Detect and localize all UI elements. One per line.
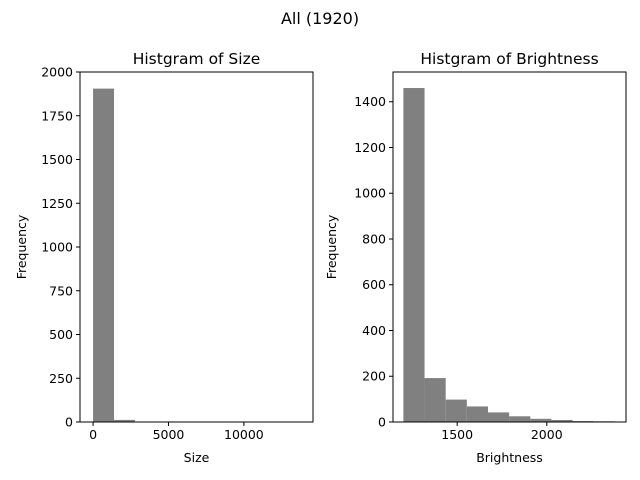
y-tick-label: 200 — [362, 369, 386, 384]
histogram-bar — [445, 399, 467, 422]
x-axis-label: Brightness — [476, 450, 543, 465]
x-tick-label: 10000 — [224, 427, 264, 442]
histogram-bar — [487, 412, 510, 422]
y-tick-label: 1200 — [354, 140, 386, 155]
histogram-bar — [551, 419, 573, 422]
histogram-bar — [114, 419, 135, 422]
brightness-histogram-panel: 1500 2000 0 200 400 600 800 1000 1200 1400 Histgra… — [324, 50, 627, 465]
figure-suptitle: All (1920) — [281, 9, 359, 28]
axes-frame — [392, 71, 627, 423]
chart-title: Histgram of Brightness — [420, 50, 598, 68]
y-tick-label: 0 — [378, 415, 386, 430]
histogram-bar — [424, 378, 446, 422]
histogram-bar — [530, 418, 552, 422]
x-tick-label: 2000 — [531, 427, 563, 442]
y-tick-label: 1750 — [41, 108, 73, 123]
y-tick-label: 400 — [362, 323, 386, 338]
y-tick-label: 250 — [49, 371, 73, 386]
histogram-bar — [466, 406, 488, 422]
y-axis-label: Frequency — [14, 214, 29, 279]
y-tick-label: 1250 — [41, 196, 73, 211]
x-tick-label: 5000 — [153, 427, 185, 442]
y-tick-label: 800 — [362, 231, 386, 246]
y-axis-label: Frequency — [324, 214, 339, 279]
y-tick-label: 1000 — [41, 240, 73, 255]
histogram-bar — [509, 416, 531, 422]
y-tick-label: 0 — [65, 415, 73, 430]
x-tick-label: 1500 — [441, 427, 473, 442]
size-histogram-panel: 0 5000 10000 0 250 500 750 1000 1250 1500 1750 2000… — [14, 50, 314, 465]
y-tick-label: 1400 — [354, 94, 386, 109]
y-tick-label: 750 — [49, 283, 73, 298]
y-tick-label: 600 — [362, 277, 386, 292]
x-tick-label: 0 — [89, 427, 97, 442]
axes-frame — [79, 71, 314, 423]
x-axis-label: Size — [184, 450, 210, 465]
y-tick-label: 1500 — [41, 152, 73, 167]
y-tick-label: 1000 — [354, 186, 386, 201]
histogram-bar — [403, 88, 425, 423]
y-tick-label: 2000 — [41, 65, 73, 80]
chart-title: Histgram of Size — [133, 50, 261, 68]
histogram-bar — [93, 88, 115, 422]
y-tick-label: 500 — [49, 327, 73, 342]
